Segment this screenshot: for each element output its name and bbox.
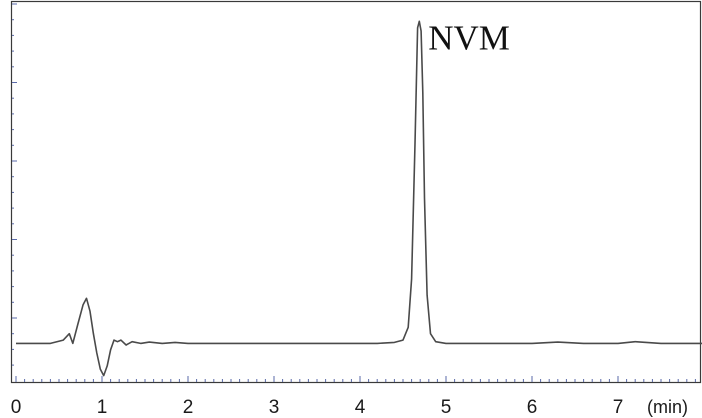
x-axis-ticks — [15, 376, 696, 382]
peak-label-nvm: NVM — [428, 18, 510, 57]
x-tick-label: 0 — [11, 397, 22, 418]
x-tick-label: 4 — [355, 397, 366, 418]
plot-frame — [10, 0, 702, 384]
x-tick-label: 5 — [441, 397, 452, 418]
x-tick-label: 3 — [269, 397, 280, 418]
chromatogram-trace — [16, 20, 702, 377]
x-tick-label: 6 — [527, 397, 538, 418]
x-tick-label: 2 — [183, 397, 194, 418]
x-axis-tick-labels: 0 1 2 3 4 5 6 7 — [11, 397, 624, 418]
x-axis-unit-label: (min) — [647, 397, 688, 417]
x-tick-label: 1 — [97, 397, 108, 418]
y-axis-ticks — [12, 3, 17, 366]
x-tick-label: 7 — [613, 397, 624, 418]
